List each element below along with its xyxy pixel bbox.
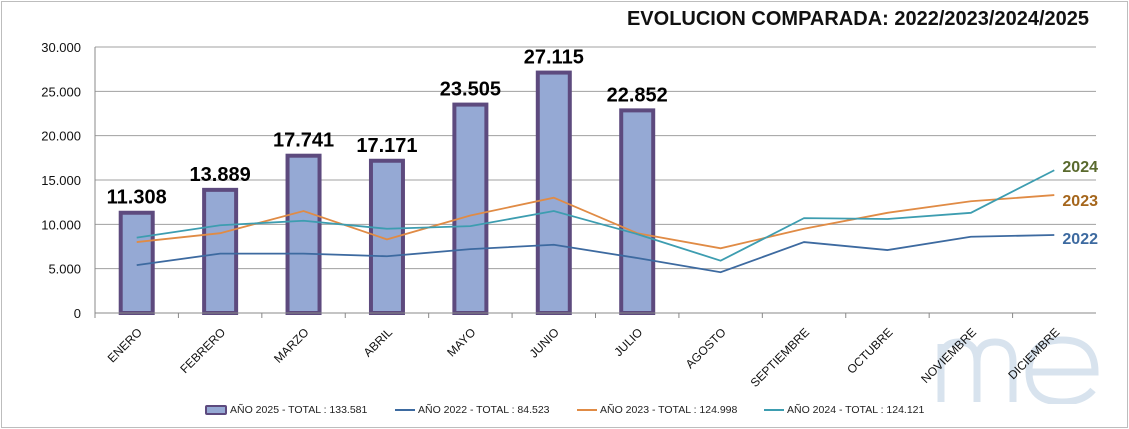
x-tick-label: NOVIEMBRE [918, 325, 979, 386]
x-tick-label: DICIEMBRE [1005, 325, 1062, 382]
legend-swatch-2023 [577, 409, 597, 411]
line-2024 [136, 169, 1055, 262]
chart-title: EVOLUCION COMPARADA: 2022/2023/2024/2025 [626, 8, 1089, 30]
series-end-label: 2023 [1062, 193, 1098, 210]
bar-2025 [535, 70, 572, 315]
legend-swatch-2025 [205, 405, 227, 415]
bar-data-label: 22.852 [607, 84, 668, 106]
series-end-label: 2024 [1062, 159, 1098, 176]
x-tick-label: MAYO [444, 325, 478, 359]
x-tick-label: JUNIO [527, 325, 562, 360]
legend-label: AÑO 2023 - TOTAL : 124.998 [600, 404, 738, 416]
bar-2025 [285, 153, 322, 315]
legend-item-2023: AÑO 2023 - TOTAL : 124.998 [577, 404, 737, 416]
legend-label: AÑO 2024 - TOTAL : 124.121 [787, 404, 925, 416]
y-tick-label: 25.000 [41, 84, 81, 99]
x-tick-label: JULIO [611, 325, 645, 359]
bar-data-label: 13.889 [190, 164, 251, 186]
x-tick-label: ENERO [105, 325, 145, 365]
x-tick-label: OCTUBRE [844, 325, 895, 376]
legend-item-2022: AÑO 2022 - TOTAL : 84.523 [395, 404, 550, 416]
bar-data-label: 23.505 [440, 79, 501, 101]
x-tick-label: AGOSTO [683, 325, 729, 371]
bar-data-label: 17.171 [356, 135, 417, 157]
y-tick-label: 20.000 [41, 129, 81, 144]
legend-swatch-2024 [764, 409, 784, 411]
series-end-label: 2022 [1062, 231, 1098, 248]
legend-label: AÑO 2022 - TOTAL : 84.523 [418, 404, 550, 416]
legend-swatch-2022 [395, 409, 415, 411]
bar-2025 [202, 187, 239, 315]
y-tick-label: 15.000 [41, 173, 81, 188]
line-2022 [136, 234, 1055, 274]
legend-item-2025: AÑO 2025 - TOTAL : 133.581 [205, 404, 367, 416]
legend-label: AÑO 2025 - TOTAL : 133.581 [230, 404, 368, 416]
y-tick-label: 10.000 [41, 217, 81, 232]
watermark-me-glyphs [937, 336, 1099, 404]
y-tick-label: 0 [74, 306, 81, 321]
bar-data-label: 17.741 [273, 130, 334, 152]
legend-item-2024: AÑO 2024 - TOTAL : 124.121 [764, 404, 924, 416]
y-tick-label: 30.000 [41, 40, 81, 55]
x-tick-label: FEBRERO [177, 325, 228, 376]
x-tick-label: MARZO [271, 325, 312, 366]
bar-2025 [452, 102, 489, 315]
line-2023 [136, 194, 1055, 250]
bar-data-label: 11.308 [107, 187, 167, 209]
x-tick-label: ABRIL [361, 325, 396, 360]
y-tick-label: 5.000 [48, 262, 81, 277]
watermark-logo [937, 336, 1099, 404]
bar-2025 [619, 108, 656, 315]
bar-data-label: 27.115 [524, 47, 584, 69]
x-tick-label: SEPTIEMBRE [748, 325, 813, 390]
